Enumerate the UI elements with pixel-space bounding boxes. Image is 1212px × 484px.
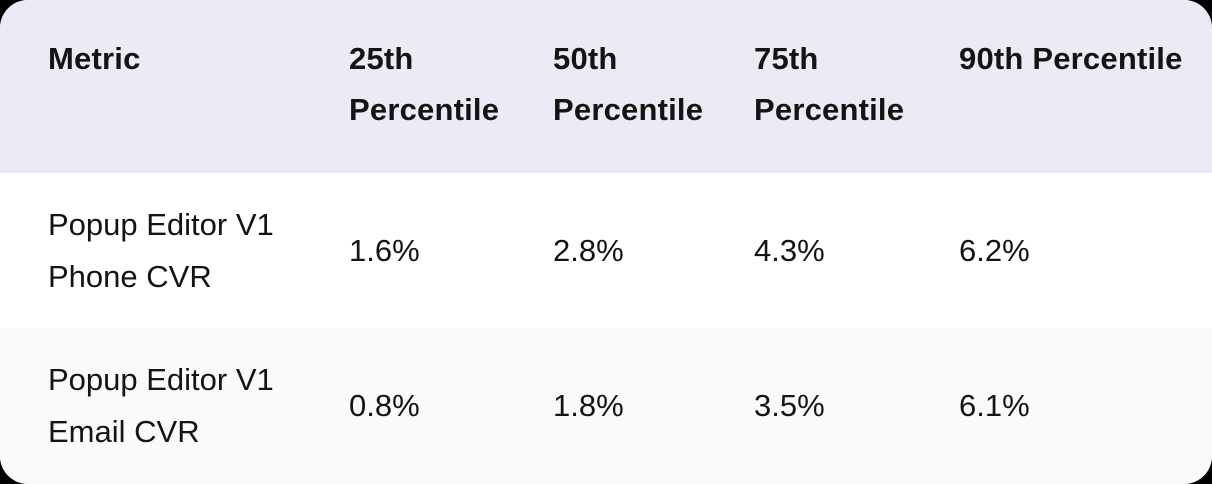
column-header-25th-percentile: 25th Percentile (349, 41, 500, 127)
value-cell-75th: 3.5% (754, 388, 825, 423)
value-cell-90th: 6.2% (959, 232, 1030, 268)
value-cell-50th: 1.8% (553, 388, 624, 423)
column-header-50th-percentile: 50th Percentile (553, 41, 704, 127)
table-row: Popup Editor V1 Phone CVR 1.6% 2.8% 4.3%… (0, 173, 1212, 328)
column-header-75th-percentile: 75th Percentile (754, 41, 905, 127)
metric-cell: Popup Editor V1 Phone CVR (48, 206, 274, 294)
column-header-90th-percentile: 90th Percentile (959, 41, 1183, 76)
column-header-metric: Metric (48, 41, 141, 76)
table-row: Popup Editor V1 Email CVR 0.8% 1.8% 3.5%… (0, 328, 1212, 484)
value-cell-50th: 2.8% (553, 232, 624, 268)
value-cell-75th: 4.3% (754, 232, 825, 268)
value-cell-25th: 1.6% (349, 232, 420, 268)
table-header-row: Metric 25th Percentile 50th Percentile 7… (0, 0, 1212, 173)
value-cell-90th: 6.1% (959, 388, 1030, 423)
value-cell-25th: 0.8% (349, 388, 420, 423)
metric-cell: Popup Editor V1 Email CVR (48, 362, 274, 449)
